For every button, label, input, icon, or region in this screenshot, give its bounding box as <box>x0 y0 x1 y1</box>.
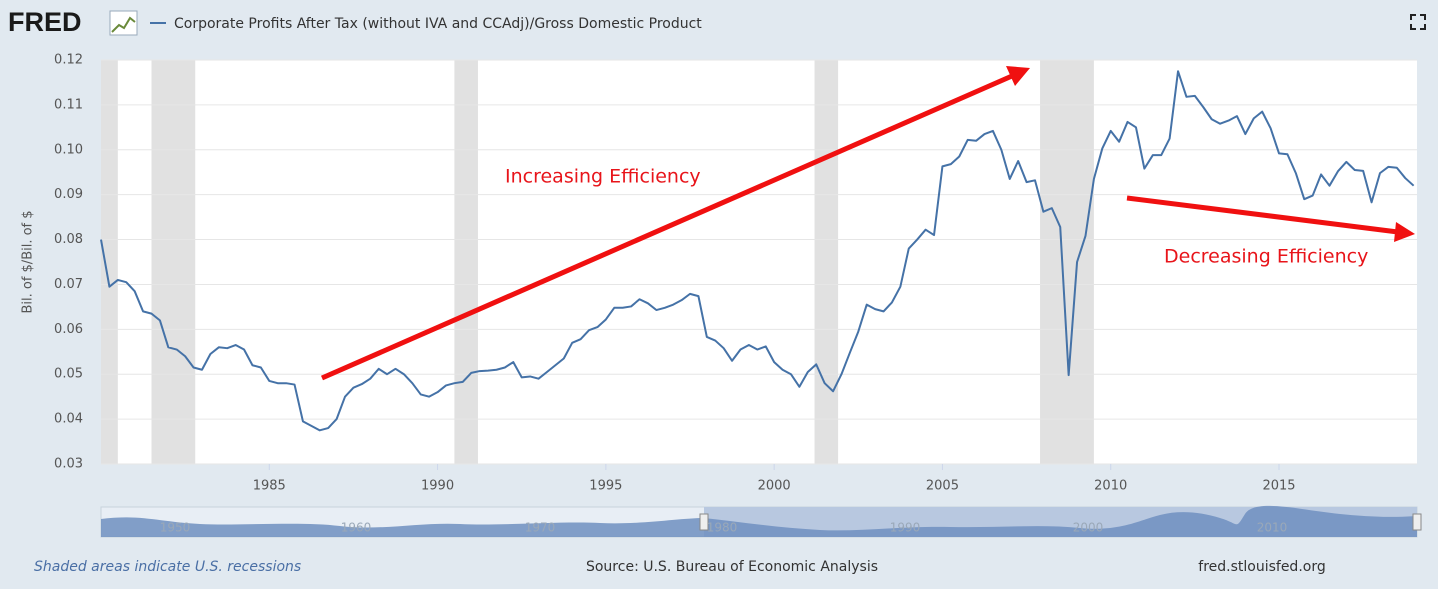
recession-band <box>454 60 478 464</box>
y-tick-label: 0.07 <box>54 277 83 292</box>
navigator-label: 1950 <box>160 521 191 535</box>
navigator-label: 1990 <box>890 521 921 535</box>
navigator-label: 1980 <box>707 521 738 535</box>
series-line <box>100 70 1415 432</box>
navigator-label: 2000 <box>1073 521 1104 535</box>
x-tick-label: 2005 <box>926 479 959 494</box>
navigator-label: 1960 <box>341 521 372 535</box>
fullscreen-icon[interactable] <box>1410 14 1426 30</box>
y-tick-label: 0.04 <box>54 412 83 427</box>
recession-note[interactable]: Shaded areas indicate U.S. recessions <box>34 559 301 575</box>
recession-band <box>814 60 839 464</box>
y-tick-label: 0.09 <box>54 187 83 202</box>
x-tick-label: 1995 <box>589 479 622 494</box>
logo-icon <box>109 10 138 36</box>
y-tick-label: 0.05 <box>54 367 83 382</box>
recession-band <box>151 60 196 464</box>
arrow-increasing <box>320 66 1030 381</box>
x-tick-label: 1985 <box>253 479 286 494</box>
annotation: Increasing Efficiency <box>505 166 701 188</box>
logo: FRED <box>8 7 82 37</box>
y-tick-label: 0.03 <box>54 457 83 472</box>
y-tick-label: 0.12 <box>54 53 83 68</box>
arrow-decreasing <box>1126 195 1415 242</box>
source: Source: U.S. Bureau of Economic Analysis <box>586 559 878 575</box>
x-tick-label: 1990 <box>421 479 454 494</box>
x-tick-label: 2010 <box>1094 479 1127 494</box>
y-tick-label: 0.10 <box>54 142 83 157</box>
site-link[interactable]: fred.stlouisfed.org <box>1198 559 1325 575</box>
y-tick-label: 0.08 <box>54 232 83 247</box>
x-tick-label: 2000 <box>758 479 791 494</box>
plot-area <box>101 60 1417 464</box>
y-tick-label: 0.11 <box>54 97 83 112</box>
navigator-label: 2010 <box>1257 521 1288 535</box>
y-tick-label: 0.06 <box>54 322 83 337</box>
legend-entry: Corporate Profits After Tax (without IVA… <box>174 16 702 32</box>
x-tick-label: 2015 <box>1262 479 1295 494</box>
y-axis-label: Bil. of $/Bil. of $ <box>21 210 36 313</box>
annotation: Decreasing Efficiency <box>1164 246 1368 268</box>
navigator[interactable] <box>100 505 1422 538</box>
navigator-label: 1970 <box>525 521 556 535</box>
recession-band <box>101 60 118 464</box>
recession-band <box>1040 60 1094 464</box>
